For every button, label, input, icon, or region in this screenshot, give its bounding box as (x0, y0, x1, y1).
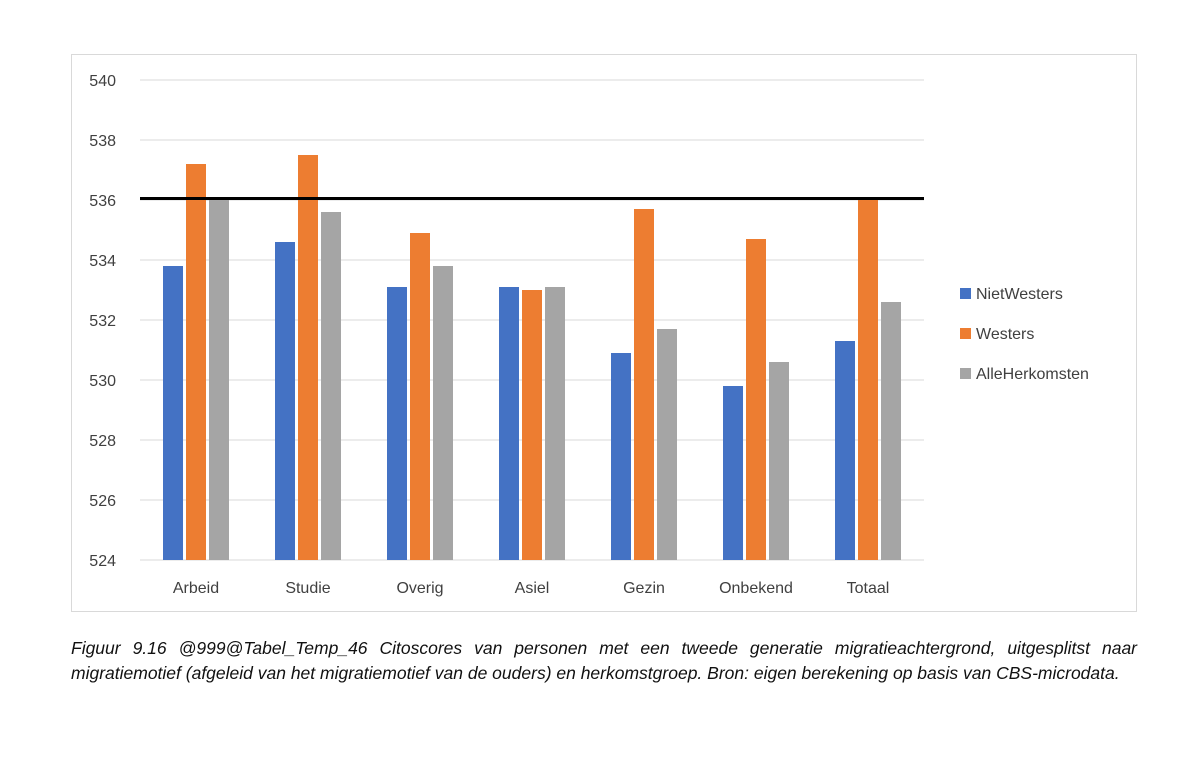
figure-caption: Figuur 9.16 @999@Tabel_Temp_46 Citoscore… (71, 638, 1137, 683)
bar-nietwesters-overig (387, 287, 407, 560)
x-tick-label: Arbeid (173, 580, 219, 597)
bar-westers-arbeid (186, 164, 206, 560)
y-tick-label: 528 (89, 433, 116, 450)
legend: NietWesters Westers AlleHerkomsten (960, 286, 1089, 383)
bar-alleherkomsten-gezin (657, 329, 677, 560)
x-tick-label: Totaal (847, 580, 890, 597)
bar-westers-gezin (634, 209, 654, 560)
bar-westers-overig (410, 233, 430, 560)
y-tick-label: 538 (89, 133, 116, 150)
bar-alleherkomsten-onbekend (769, 362, 789, 560)
legend-label-alleherkomsten: AlleHerkomsten (976, 366, 1089, 383)
legend-label-westers: Westers (976, 326, 1034, 343)
x-tick-label: Onbekend (719, 580, 793, 597)
x-tick-label: Overig (396, 580, 443, 597)
legend-swatch-nietwesters (960, 288, 971, 299)
x-tick-label: Asiel (515, 580, 550, 597)
bar-westers-totaal (858, 197, 878, 560)
y-tick-label: 530 (89, 373, 116, 390)
bar-westers-onbekend (746, 239, 766, 560)
bar-nietwesters-gezin (611, 353, 631, 560)
y-tick-label: 536 (89, 193, 116, 210)
y-axis-ticks: 524 526 528 530 532 534 536 538 540 (89, 73, 116, 570)
y-tick-label: 526 (89, 493, 116, 510)
legend-label-nietwesters: NietWesters (976, 286, 1063, 303)
bar-alleherkomsten-totaal (881, 302, 901, 560)
y-tick-label: 540 (89, 73, 116, 90)
chart-frame: 524 526 528 530 532 534 536 538 540 Arbeid Studie… (71, 54, 1137, 612)
legend-swatch-westers (960, 328, 971, 339)
bar-nietwesters-totaal (835, 341, 855, 560)
bar-alleherkomsten-arbeid (209, 200, 229, 560)
bar-nietwesters-asiel (499, 287, 519, 560)
x-tick-label: Studie (285, 580, 330, 597)
bar-westers-asiel (522, 290, 542, 560)
bar-nietwesters-arbeid (163, 266, 183, 560)
bar-nietwesters-onbekend (723, 386, 743, 560)
y-tick-label: 534 (89, 253, 116, 270)
bar-westers-studie (298, 155, 318, 560)
legend-swatch-alleherkomsten (960, 368, 971, 379)
bars (163, 155, 901, 560)
x-axis-ticks: Arbeid Studie Overig Asiel Gezin Onbekend Tota… (173, 580, 889, 597)
bar-alleherkomsten-overig (433, 266, 453, 560)
bar-alleherkomsten-asiel (545, 287, 565, 560)
y-tick-label: 532 (89, 313, 116, 330)
bar-nietwesters-studie (275, 242, 295, 560)
x-tick-label: Gezin (623, 580, 665, 597)
bar-chart: 524 526 528 530 532 534 536 538 540 Arbeid Studie… (89, 73, 1089, 597)
y-tick-label: 524 (89, 553, 116, 570)
bar-alleherkomsten-studie (321, 212, 341, 560)
